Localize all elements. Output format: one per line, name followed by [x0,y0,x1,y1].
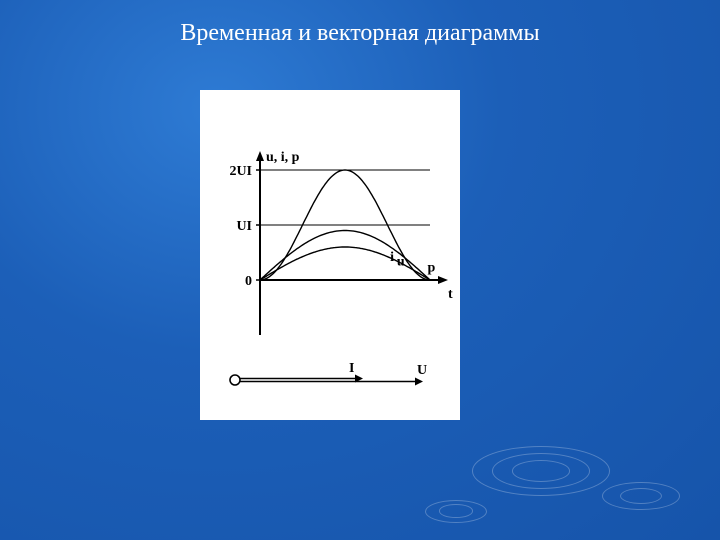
x-axis-label: t [448,287,453,302]
curve-label-i: i [390,250,394,265]
ripple [602,482,680,511]
ripple [425,500,487,523]
vector-origin [230,375,240,385]
ripple [472,446,610,496]
vector-label-U: U [417,363,427,378]
diagram-svg: 0UI2UIu, i, ptpuiIU [200,90,460,420]
ripple [439,504,473,517]
y-tick-label: 0 [245,274,252,289]
ripple [512,460,570,482]
diagram-figure: 0UI2UIu, i, ptpuiIU [200,90,460,420]
y-tick-label: UI [236,219,252,234]
ripple [492,453,590,489]
curve-label-p: p [428,260,436,275]
vector-label-I: I [349,361,354,376]
ripple [620,488,662,504]
y-axis-title: u, i, p [266,150,300,165]
y-tick-label: 2UI [229,164,252,179]
page-title: Временная и векторная диаграммы [0,20,720,47]
